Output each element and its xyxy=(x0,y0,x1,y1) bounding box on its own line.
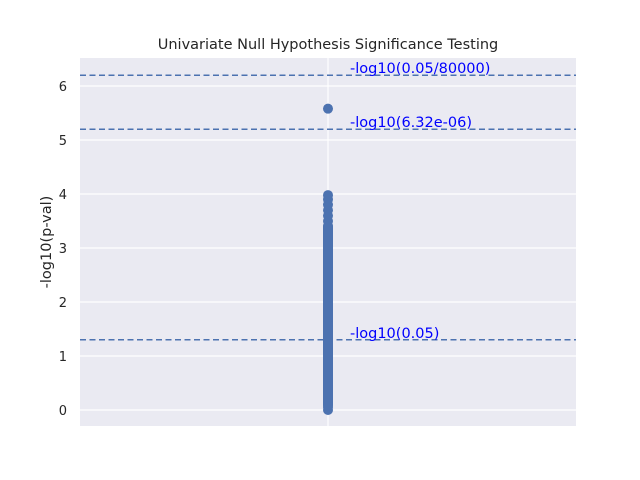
y-tick-label: 5 xyxy=(59,134,67,149)
y-axis-label: -log10(p-val) xyxy=(39,196,55,289)
threshold-annotation: -log10(0.05/80000) xyxy=(350,61,490,77)
y-tick-label: 6 xyxy=(59,80,67,95)
y-tick-label: 1 xyxy=(59,350,67,365)
data-points xyxy=(323,103,333,415)
data-point xyxy=(323,190,333,201)
threshold-annotations: -log10(0.05/80000) -log10(6.32e-06) -log10… xyxy=(350,61,490,342)
y-tick-labels: 0 1 2 3 4 5 6 xyxy=(59,80,67,419)
threshold-annotation: -log10(0.05) xyxy=(350,326,439,342)
threshold-annotation: -log10(6.32e-06) xyxy=(350,115,472,131)
y-tick-label: 2 xyxy=(59,296,67,311)
data-point xyxy=(323,103,333,114)
y-tick-label: 3 xyxy=(59,242,67,257)
y-tick-label: 0 xyxy=(59,404,67,419)
y-tick-label: 4 xyxy=(59,188,67,203)
chart-title: Univariate Null Hypothesis Significance … xyxy=(158,37,499,53)
